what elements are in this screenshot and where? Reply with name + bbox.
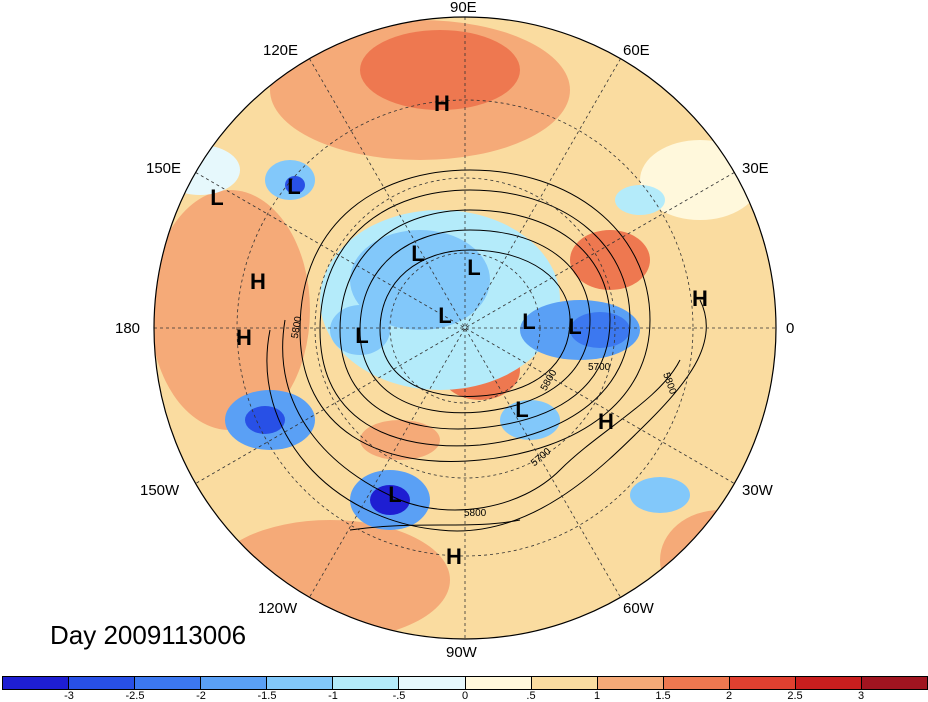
lon-label-90w: 90W — [446, 644, 477, 661]
colorbar-segment — [729, 677, 796, 689]
colorbar-tick-label: -1.5 — [257, 690, 277, 702]
colorbar-segment — [201, 677, 268, 689]
colorbar-segment — [3, 677, 70, 689]
colorbar-tick-label: -3 — [64, 690, 74, 702]
colorbar-segment — [795, 677, 863, 689]
lon-label-60w: 60W — [623, 600, 654, 617]
lon-label-0: 0 — [786, 320, 795, 337]
colorbar-segment — [531, 677, 598, 689]
graticule — [154, 17, 776, 639]
colorbar-tick-label: -2 — [196, 690, 206, 702]
pressure-center-label: L — [355, 323, 369, 348]
colorbar-tick-label: 1 — [593, 690, 601, 702]
pressure-center-label: L — [388, 482, 402, 507]
colorbar — [2, 676, 928, 690]
colorbar-tick-label: 2 — [725, 690, 733, 702]
colorbar-tick-label: -.5 — [392, 690, 406, 702]
pressure-center-label: H — [446, 544, 462, 569]
colorbar-segment — [597, 677, 664, 689]
pressure-center-label: L — [467, 255, 481, 280]
pressure-center-label: L — [287, 174, 301, 199]
colorbar-tick-label: 1.5 — [655, 690, 671, 702]
colorbar-segment — [465, 677, 532, 689]
lon-label-120w: 120W — [258, 600, 298, 617]
colorbar-tick-label: .5 — [526, 690, 536, 702]
colorbar-tick-label: -2.5 — [125, 690, 145, 702]
lon-label-120e: 120E — [263, 42, 299, 59]
pressure-center-label: H — [236, 325, 252, 350]
pressure-center-label: H — [598, 409, 614, 434]
pressure-center-label: L — [411, 241, 425, 266]
lon-label-30w: 30W — [742, 482, 773, 499]
colorbar-segment — [135, 677, 202, 689]
colorbar-tick-label: 0 — [461, 690, 469, 702]
contour-label: 5800 — [464, 508, 487, 519]
colorbar-segment — [862, 677, 928, 689]
colorbar-tick-label: -1 — [328, 690, 338, 702]
pressure-center-label: L — [438, 303, 452, 328]
colorbar-segment — [267, 677, 334, 689]
pressure-center-label: L — [210, 185, 224, 210]
map-title: Day 2009113006 — [50, 620, 247, 650]
colorbar-segment — [663, 677, 730, 689]
pressure-center-label: H — [692, 286, 708, 311]
lon-label-30e: 30E — [742, 160, 769, 177]
pressure-center-label: H — [434, 91, 450, 116]
pressure-center-label: H — [250, 269, 266, 294]
pressure-center-label: L — [568, 314, 582, 339]
colorbar-segment — [69, 677, 136, 689]
colorbar-tick-label: 2.5 — [787, 690, 803, 702]
colorbar-segment — [399, 677, 466, 689]
pressure-center-label: L — [522, 309, 536, 334]
colorbar-tick-label: 3 — [857, 690, 865, 702]
pressure-center-label: L — [515, 397, 529, 422]
lon-label-90e: 90E — [450, 0, 477, 16]
lon-label-60e: 60E — [623, 42, 650, 59]
contour-label: 5700 — [588, 362, 611, 373]
map-border — [153, 16, 777, 640]
lon-label-180: 180 — [115, 320, 141, 337]
lon-label-150e: 150E — [146, 160, 182, 177]
lon-label-150w: 150W — [140, 482, 180, 499]
colorbar-segment — [333, 677, 400, 689]
